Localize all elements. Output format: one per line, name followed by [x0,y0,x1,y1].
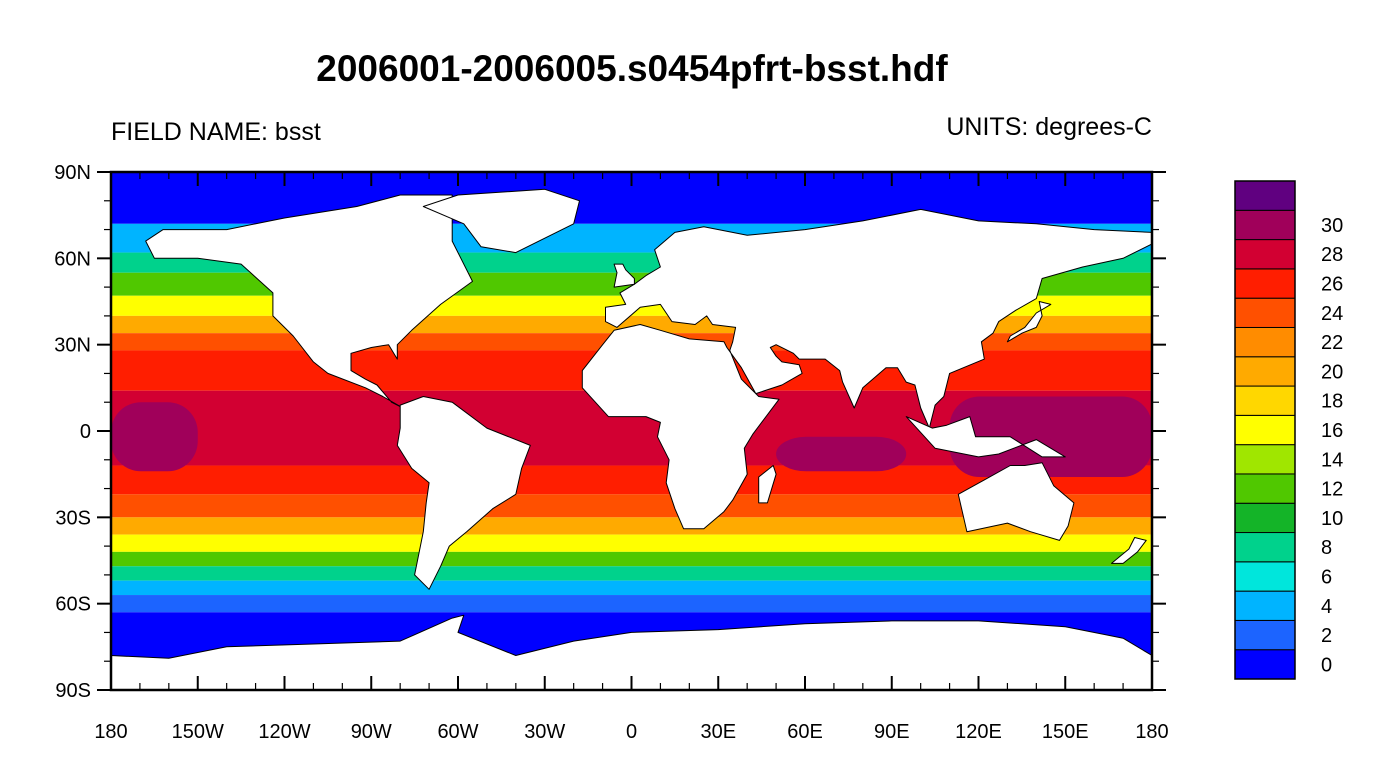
colorbar-swatch [1234,502,1296,534]
land-masses [110,188,1153,691]
colorbar-label: 14 [1321,449,1343,471]
colorbar-swatch [1234,414,1296,446]
colorbar-swatch [1234,590,1296,621]
colorbar-label: 2 [1321,625,1332,647]
warm-pool-1 [111,402,198,472]
x-tick-label: 120E [955,721,1002,743]
colorbar-swatch [1234,473,1296,504]
colorbar-label: 20 [1321,361,1343,383]
y-tick-label: 30S [55,507,91,529]
colorbar-swatch [1234,209,1296,241]
colorbar-swatch [1234,180,1296,211]
colorbar-swatch [1234,268,1296,299]
colorbar-label: 28 [1321,244,1343,266]
latitude-ticks: 90N 60N 30N 0 30S 60S 90S [54,162,1166,702]
x-tick-label: 60E [787,721,823,743]
sst-band-12 [111,534,1152,552]
longitude-ticks: 180 150W 120W 90W 60W 30W 0 30E 60E 90E 120E 150E 18… [94,172,1169,743]
land-south-america [396,396,531,590]
land-africa-eurasia [581,208,1153,530]
x-tick-label: 60W [437,721,478,743]
colorbar-swatch [1234,356,1296,387]
colorbar-label: 22 [1321,332,1343,354]
colorbar-border [1234,180,1296,680]
land-madagascar [758,465,777,504]
sst-band-10 [111,494,1152,518]
x-tick-label: 30W [524,721,565,743]
land-antarctica [110,614,1153,691]
land-greenland [422,188,580,254]
colorbar-label: 18 [1321,391,1343,413]
colorbar-label: 30 [1321,215,1343,237]
field-name-label: FIELD NAME: bsst [111,118,321,146]
sst-band-15 [111,580,1152,596]
x-tick-label: 150E [1042,721,1089,743]
land-new-zealand [1111,537,1147,564]
x-tick-label: 120W [258,721,310,743]
colorbar-label: 8 [1321,537,1332,559]
warm-pool-2 [776,436,907,472]
y-tick-label: 90N [54,162,91,184]
colorbar-label: 10 [1321,508,1343,530]
sst-band-14 [111,566,1152,581]
warm-pool-0 [949,396,1152,478]
y-tick-label: 90S [55,680,91,702]
y-tick-label: 0 [80,421,91,443]
y-tick-label: 60N [54,248,91,270]
colorbar-swatch [1234,239,1296,270]
land-australia [957,462,1075,541]
land-indonesia [905,416,1066,458]
colorbar-swatch [1234,444,1296,475]
x-tick-label: 90E [874,721,910,743]
y-tick-label: 30N [54,335,91,357]
units-label: UNITS: degrees-C [946,113,1152,141]
page-title: 2006001-2006005.s0454pfrt-bsst.hdf [316,48,948,89]
colorbar-label: 6 [1321,566,1332,588]
x-tick-label: 150W [172,721,224,743]
colorbar-label: 24 [1321,303,1343,325]
y-tick-label: 60S [55,594,91,616]
land-japan [1006,301,1052,343]
colorbar-swatch [1234,297,1296,328]
colorbar-label: 12 [1321,479,1343,501]
colorbar-label: 26 [1321,274,1343,296]
colorbar-swatch [1234,532,1296,563]
sst-band-16 [111,595,1152,613]
x-tick-label: 90W [351,721,392,743]
sst-band-11 [111,517,1152,535]
land-britain [613,263,635,288]
x-tick-label: 0 [626,721,637,743]
colorbar-label: 16 [1321,420,1343,442]
colorbar-label: 0 [1321,654,1332,676]
colorbar-swatch [1234,385,1296,416]
colorbar-swatch [1234,561,1296,592]
colorbar-swatch [1234,326,1296,358]
colorbar-label: 4 [1321,596,1332,618]
x-tick-label: 180 [1135,721,1168,743]
x-tick-label: 30E [700,721,736,743]
colorbar-swatch [1234,619,1296,651]
x-tick-label: 180 [94,721,127,743]
colorbar-swatch [1234,649,1296,680]
land-north-america [145,194,473,409]
sst-band-13 [111,551,1152,567]
